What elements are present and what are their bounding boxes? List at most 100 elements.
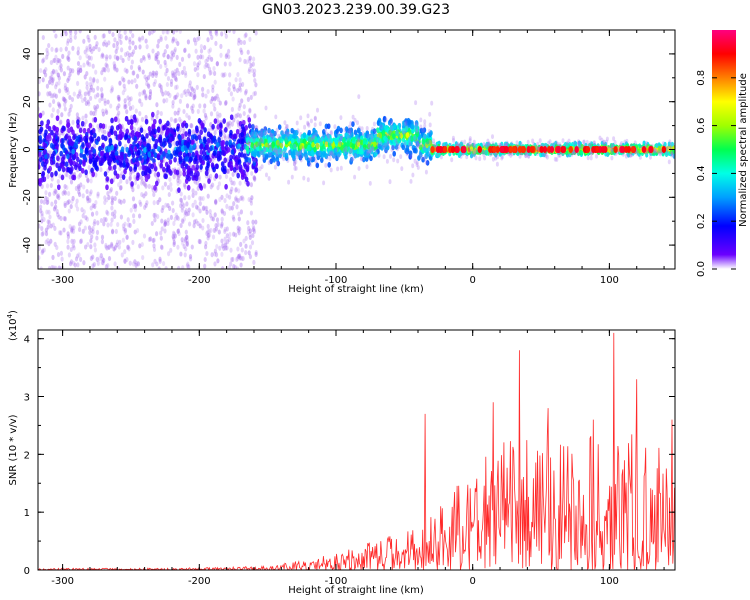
spectrogram-point <box>219 131 223 137</box>
spectrogram-point <box>605 139 609 145</box>
spectrogram-point <box>210 34 214 40</box>
spectrogram-point <box>422 144 426 150</box>
spectrogram-point <box>117 198 121 204</box>
spectrogram-point <box>176 110 180 116</box>
spectrogram-point <box>82 209 86 215</box>
spectrogram-point <box>160 245 164 251</box>
spectrogram-point <box>127 246 131 252</box>
spectrogram-point <box>57 195 61 201</box>
spectrogram-point <box>77 183 81 189</box>
spectrogram-point <box>115 67 119 73</box>
spectrogram-point <box>159 111 163 117</box>
spectrogram-point <box>41 110 45 116</box>
spectrogram-point <box>227 54 231 60</box>
spectrogram-point <box>395 137 400 144</box>
spectrogram-point <box>57 265 61 269</box>
spectrogram-point <box>287 150 291 155</box>
spectrogram-point <box>186 88 190 94</box>
spectrogram-point <box>52 98 56 105</box>
spectrogram-point <box>144 95 148 101</box>
spectrogram-point <box>316 137 321 144</box>
spectrogram-point <box>375 136 380 143</box>
spectrogram-point <box>668 139 672 145</box>
spectrogram-point <box>396 158 400 164</box>
spectrogram-point <box>303 124 307 130</box>
spectrogram-point <box>152 200 156 206</box>
spectrogram-point <box>140 175 144 181</box>
spectrogram-point <box>340 135 343 141</box>
spectrogram-point <box>58 103 62 109</box>
spectrogram-point <box>192 61 197 67</box>
spectrogram-point <box>81 115 85 121</box>
spectrogram-point <box>50 76 54 82</box>
spectrogram-point <box>167 168 172 174</box>
spectrogram-point <box>119 199 123 205</box>
spectrogram-point <box>637 148 641 154</box>
spectrogram-point <box>223 72 227 78</box>
spectrogram-point <box>143 74 147 80</box>
spectrogram-point <box>605 136 609 142</box>
spectrogram-point <box>168 205 172 211</box>
spectrogram-point <box>239 47 243 53</box>
spectrogram-point <box>381 129 386 136</box>
spectrogram-point <box>54 33 58 39</box>
spectrogram-point <box>80 167 85 174</box>
spectrogram-point <box>197 238 201 244</box>
spectrogram-point <box>66 90 70 96</box>
spectrogram-point <box>172 220 176 226</box>
spectrogram-point <box>38 245 41 251</box>
spectrogram-point <box>86 61 90 67</box>
spectrogram-point <box>59 150 63 157</box>
spectrogram-point <box>299 157 303 163</box>
spectrogram-point <box>89 244 93 250</box>
spectrogram-point <box>58 120 62 126</box>
spectrogram-point <box>123 168 127 175</box>
spectrogram-point <box>141 254 145 261</box>
spectrogram-point <box>253 144 256 150</box>
spectrogram-point <box>72 260 76 266</box>
spectrogram-point <box>141 90 145 96</box>
spectrogram-point <box>228 61 232 67</box>
spectrogram-point <box>54 199 58 205</box>
spectrogram-point <box>245 59 249 65</box>
spectrogram-point <box>247 157 252 164</box>
spectrogram-point <box>655 142 659 148</box>
spectrogram-point <box>127 55 131 61</box>
spectrogram-point <box>177 107 181 113</box>
spectrogram-point <box>101 53 105 59</box>
spectrogram-point <box>226 168 230 174</box>
spectrogram-point <box>162 260 166 267</box>
spectrogram-point <box>306 113 310 119</box>
spectrogram-point <box>284 130 288 135</box>
spectrogram-point <box>481 149 485 155</box>
spectrogram-point <box>225 203 229 209</box>
spectrogram-point <box>118 239 122 245</box>
spectrogram-point <box>74 164 78 171</box>
spectrogram-point <box>86 195 90 201</box>
spectrogram-point <box>485 142 489 148</box>
spectrogram-point <box>146 75 150 81</box>
spectrogram-point <box>70 227 74 233</box>
spectrogram-point <box>248 228 252 234</box>
spectrogram-point <box>171 103 175 109</box>
spectrogram-point <box>179 191 183 197</box>
spectrogram-point <box>267 176 271 181</box>
spectrogram-point <box>299 132 303 137</box>
spectrogram-point <box>178 30 182 34</box>
spectrogram-point <box>51 254 55 260</box>
spectrogram-point <box>52 137 56 144</box>
spectrogram-point <box>118 30 122 34</box>
spectrogram-point <box>150 30 154 35</box>
spectrogram-point <box>348 151 352 157</box>
spectrogram-point <box>176 228 181 234</box>
spectrogram-point <box>63 30 67 34</box>
spectrogram-point <box>172 231 176 237</box>
spectrogram-point <box>391 144 395 151</box>
spectrogram-point <box>161 30 165 35</box>
spectrogram-point <box>172 235 176 241</box>
spectrogram-point <box>56 155 60 162</box>
spectrogram-point <box>229 189 233 195</box>
spectrogram-point <box>245 145 250 152</box>
spectrogram-point <box>250 67 254 74</box>
spectrogram-point <box>374 129 378 135</box>
